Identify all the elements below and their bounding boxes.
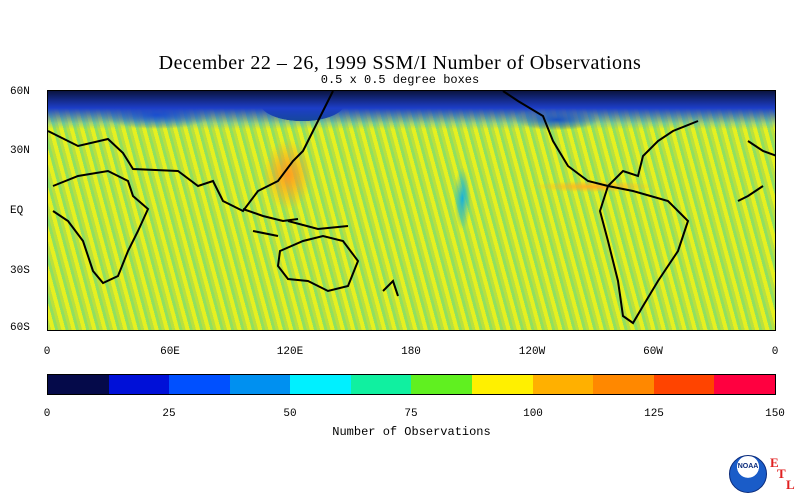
colorbar-title: Number of Observations (332, 425, 491, 439)
lon-label-60e: 60E (160, 346, 180, 358)
lon-label-180: 180 (401, 346, 421, 358)
colorbar-label-50: 50 (283, 408, 297, 420)
lat-label-30n: 30N (10, 145, 30, 157)
new-zealand-coastline (382, 279, 399, 297)
colorbar-segment-11 (714, 375, 775, 394)
colorbar-segment-2 (169, 375, 230, 394)
colorbar-label-150: 150 (765, 408, 785, 420)
colorbar-segment-6 (411, 375, 473, 394)
lon-label-120w: 120W (518, 346, 546, 358)
africa-coastline (52, 169, 150, 285)
colorbar-segment-7 (472, 375, 533, 394)
colorbar-segment-10 (653, 375, 715, 394)
map-subtitle: 0.5 x 0.5 degree boxes (320, 73, 480, 87)
lat-label-60n: 60N (10, 86, 30, 98)
north-atlantic-coastline (737, 140, 775, 202)
lat-label-eq: EQ (10, 205, 24, 217)
lat-label-60s: 60S (10, 322, 30, 334)
australia-coastline (276, 234, 360, 293)
colorbar-segment-1 (108, 375, 170, 394)
south-america-coastline (598, 184, 690, 325)
lat-label-30s: 30S (10, 265, 30, 277)
colorbar-segment-8 (532, 375, 594, 394)
colorbar-label-100: 100 (523, 408, 543, 420)
colorbar-label-0: 0 (43, 408, 51, 420)
etl-letter-t: T (777, 466, 786, 481)
north-america-coastline (502, 91, 699, 188)
colorbar (47, 374, 776, 395)
colorbar-segment-5 (350, 375, 412, 394)
lon-label-60w: 60W (643, 346, 663, 358)
polar-low-coverage-region (48, 91, 775, 129)
etl-letter-l: L (786, 477, 795, 492)
eurasia-coastline (48, 91, 334, 213)
colorbar-label-25: 25 (162, 408, 176, 420)
lon-label-0-east: 0 (771, 346, 779, 358)
colorbar-segment-0 (48, 375, 109, 394)
colorbar-segment-9 (593, 375, 654, 394)
se-asia-islands (242, 208, 349, 237)
colorbar-segment-4 (290, 375, 351, 394)
etl-letter-e: E (770, 455, 779, 470)
lon-label-0: 0 (43, 346, 51, 358)
colorbar-label-75: 75 (404, 408, 418, 420)
observation-map (47, 90, 776, 331)
noaa-logo: NOAA (729, 455, 767, 493)
colorbar-segment-3 (229, 375, 291, 394)
colorbar-label-125: 125 (644, 408, 664, 420)
map-title: December 22 – 26, 1999 SSM/I Number of O… (158, 52, 642, 74)
lon-label-120e: 120E (276, 346, 304, 358)
noaa-logo-text: NOAA (737, 463, 759, 470)
coastline-overlay (48, 91, 775, 325)
